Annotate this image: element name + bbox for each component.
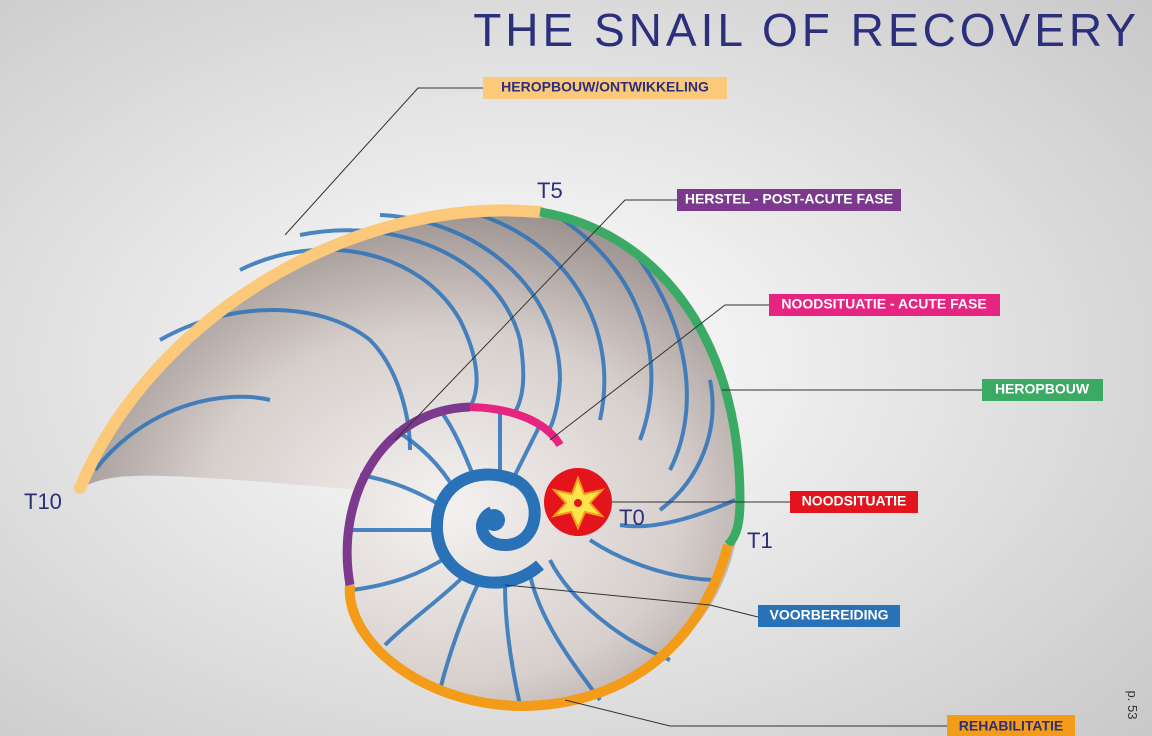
marker: T0 xyxy=(619,505,645,530)
spiral-core xyxy=(483,509,505,531)
marker: T10 xyxy=(24,489,62,514)
marker: T5 xyxy=(537,178,563,203)
phase-label: NOODSITUATIE - ACUTE FASE xyxy=(781,296,986,312)
star-center xyxy=(574,499,582,507)
phase-label: HEROPBOUW/ONTWIKKELING xyxy=(501,79,709,95)
marker: T1 xyxy=(747,528,773,553)
page: THE SNAIL OF RECOVERY HEROPBOUW/ONTWIKKE… xyxy=(0,0,1152,736)
diagram: THE SNAIL OF RECOVERY HEROPBOUW/ONTWIKKE… xyxy=(0,0,1152,736)
phase-label: HEROPBOUW xyxy=(995,381,1090,397)
phase-label: HERSTEL - POST-ACUTE FASE xyxy=(685,191,893,207)
page-number: p. 53 xyxy=(1125,691,1140,720)
phase-label: NOODSITUATIE xyxy=(802,493,907,509)
title: THE SNAIL OF RECOVERY xyxy=(473,4,1140,56)
phase-label: VOORBEREIDING xyxy=(769,607,888,623)
phase-label: REHABILITATIE xyxy=(959,718,1063,734)
